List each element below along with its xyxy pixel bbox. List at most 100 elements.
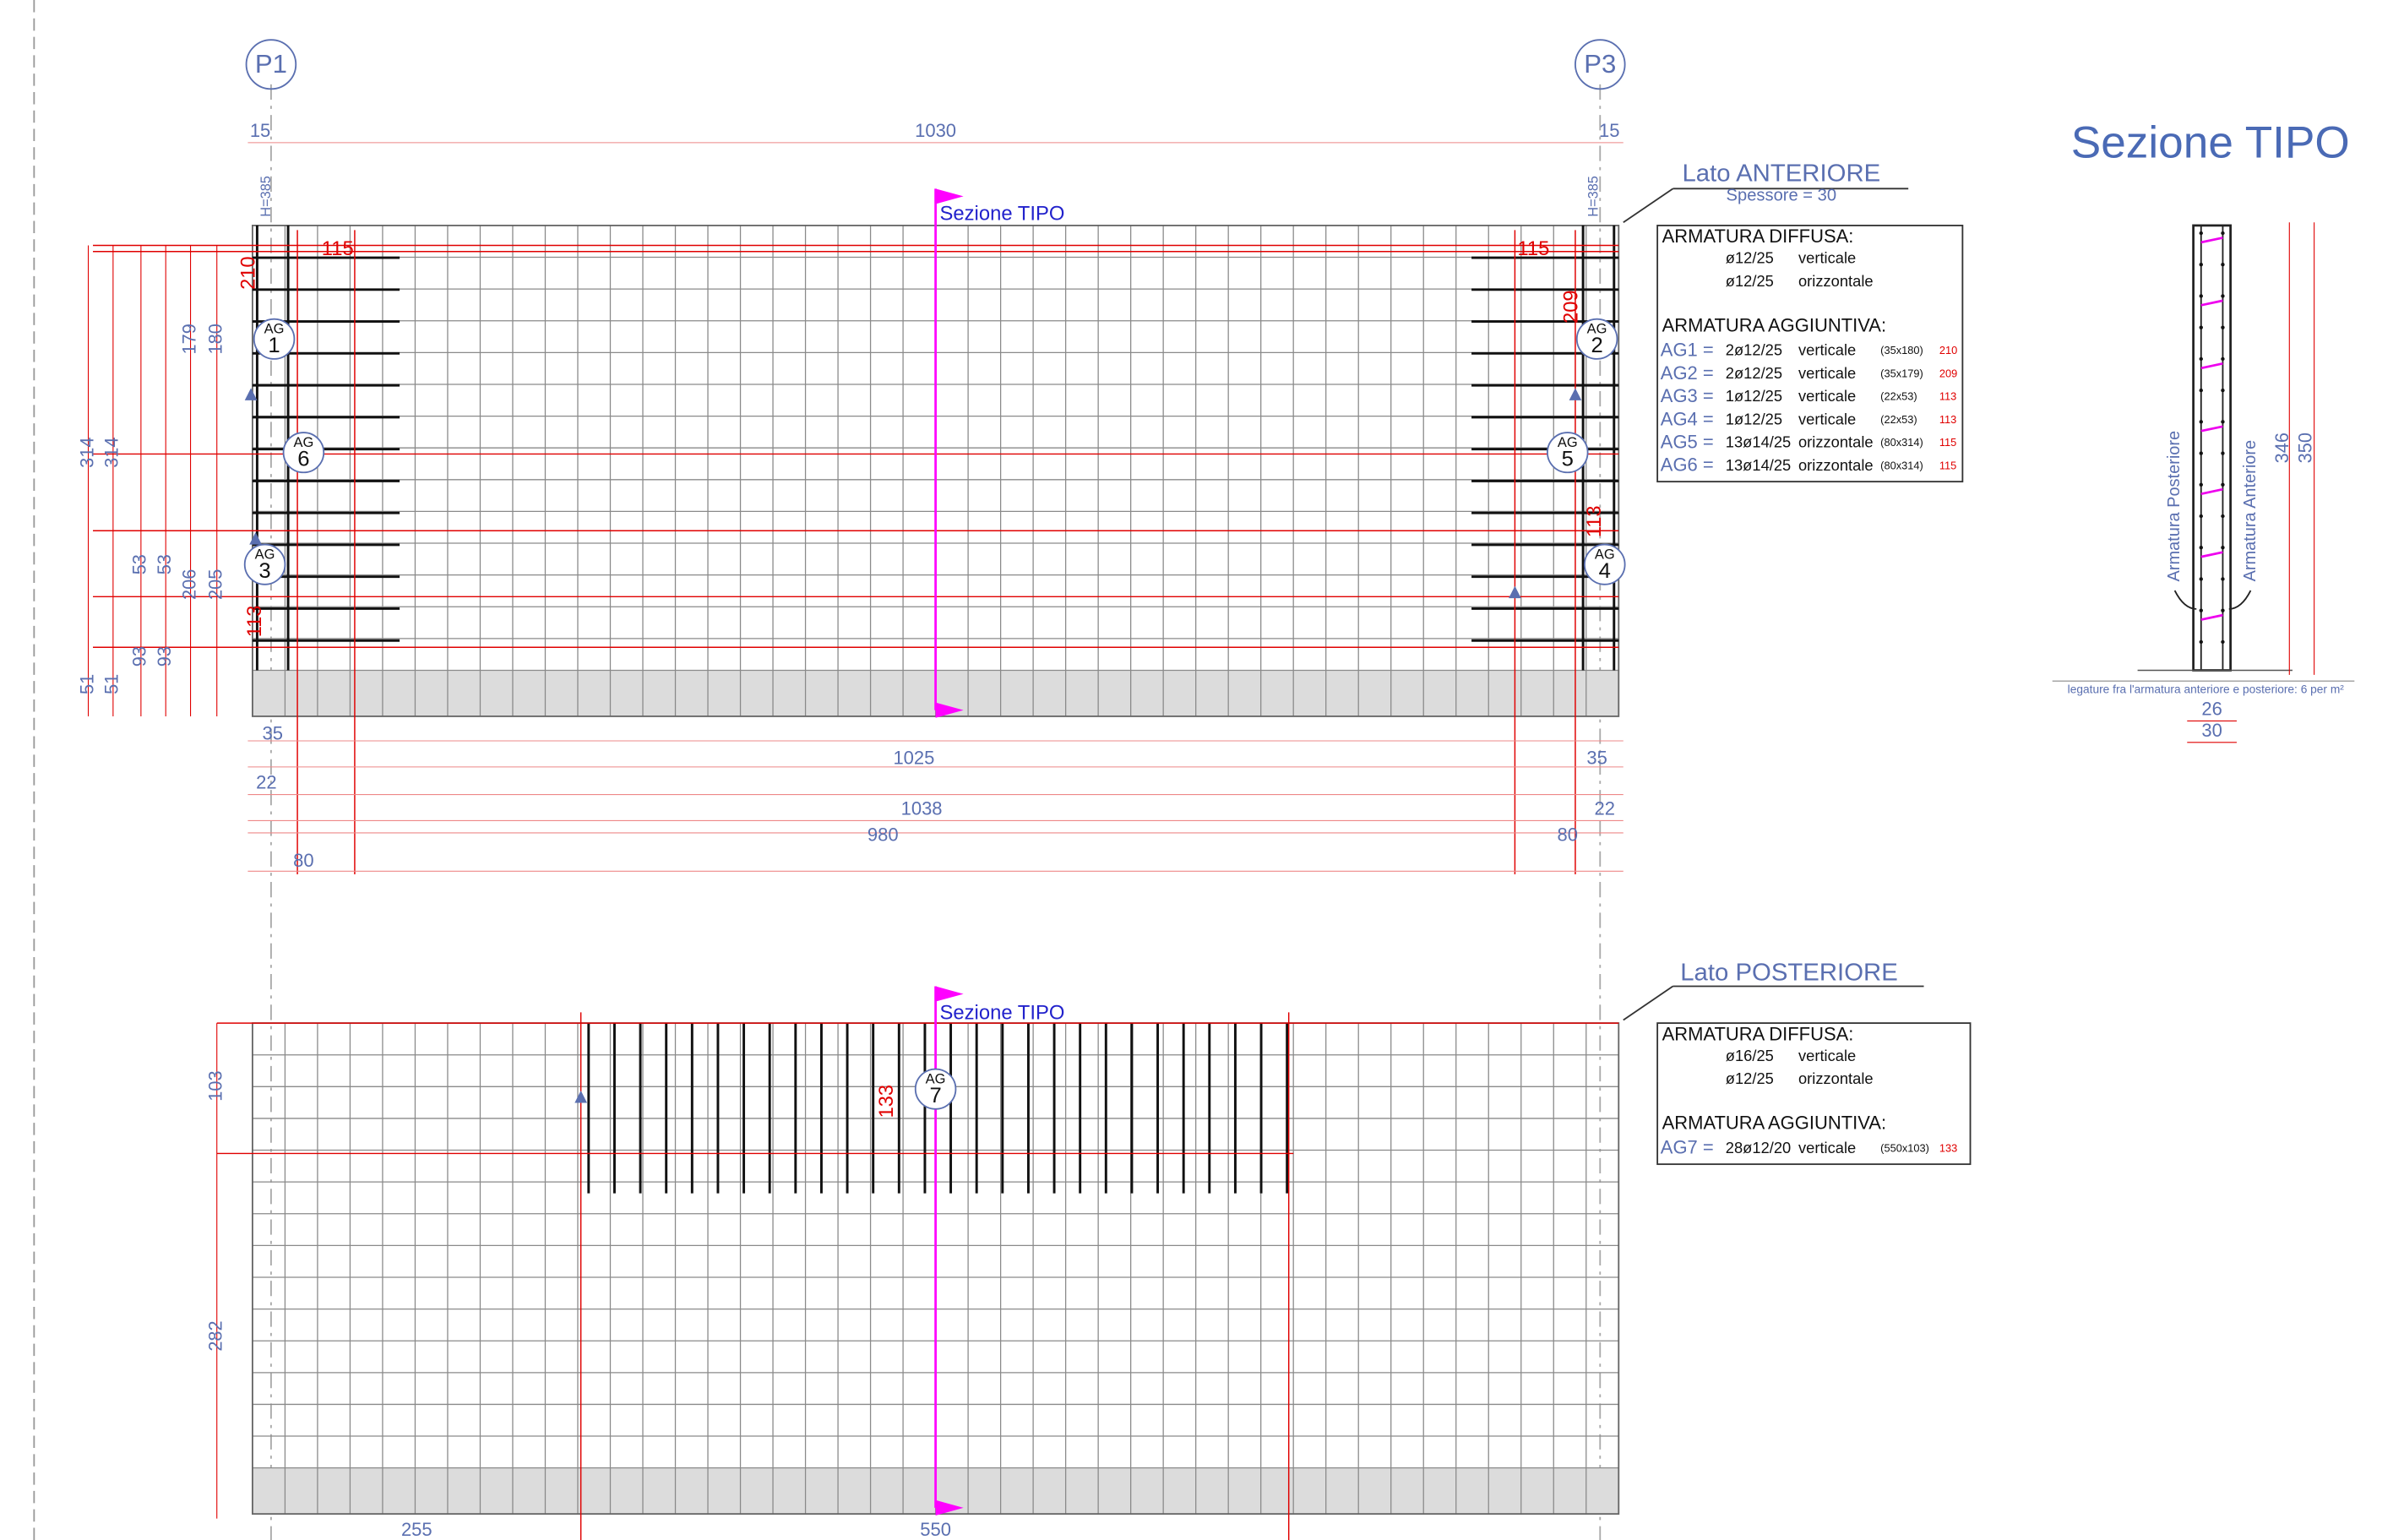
rebar-dot — [2199, 420, 2203, 424]
legend-cell: 13ø14/25 — [1726, 456, 1791, 474]
dimension: 51 — [76, 674, 97, 694]
legend-cell: verticale — [1798, 1047, 1856, 1064]
dimension: 1025 — [893, 748, 934, 769]
marker-triangle — [1509, 585, 1521, 599]
legend-cell: AG6 = — [1661, 454, 1714, 476]
legend-cell: 115 — [1939, 459, 1956, 471]
legend-cell: ø16/25 — [1726, 1047, 1774, 1064]
legend-cell: orizzontale — [1798, 433, 1874, 451]
rebar-dot — [2221, 388, 2225, 393]
tie — [2200, 362, 2223, 370]
section-note: legature fra l'armatura anteriore e post… — [2068, 683, 2345, 696]
dimension: H=385 — [1585, 176, 1601, 217]
legend-box — [1656, 1022, 1972, 1166]
side-title: Lato POSTERIORE — [1680, 960, 1898, 987]
marker-triangle — [1569, 388, 1582, 400]
rebar-dot — [2221, 451, 2225, 455]
rebar-dot — [2221, 356, 2225, 362]
legend-cell: 113 — [1939, 390, 1956, 403]
legend-cell: verticale — [1798, 410, 1856, 427]
legend-cell: (80x314) — [1880, 436, 1923, 449]
dimension: 314 — [76, 437, 97, 467]
legend-cell: 115 — [1939, 436, 1956, 449]
dimension: 93 — [154, 646, 175, 667]
dimension: 1030 — [915, 120, 956, 141]
legend-cell: verticale — [1798, 364, 1856, 382]
rebar-dot — [2199, 231, 2203, 236]
marker-tag: AG — [926, 1072, 946, 1087]
marker-tag: AG — [1558, 435, 1578, 450]
pillar-label: P3 — [1584, 49, 1616, 79]
rebar-dot — [2221, 577, 2225, 581]
legend-cell: (35x180) — [1880, 344, 1923, 356]
marker-tag: AG — [1595, 547, 1615, 563]
section-wall — [2192, 224, 2232, 672]
legend-cell: verticale — [1798, 249, 1856, 267]
marker-triangle — [249, 532, 262, 545]
legend-cell: AG5 = — [1661, 432, 1714, 453]
tie — [2200, 237, 2223, 244]
pillar-label: P1 — [255, 49, 287, 79]
side-subtitle: Spessore = 30 — [1727, 187, 1837, 205]
legend-cell: (550x103) — [1880, 1141, 1929, 1154]
rebar-dot — [2221, 263, 2225, 267]
dimension: 314 — [101, 437, 122, 467]
rebar-dot — [2221, 639, 2225, 645]
dimension: 30 — [2201, 720, 2222, 741]
rebar-dot — [2221, 608, 2225, 612]
dimension: 26 — [2201, 699, 2222, 720]
legend-cell: AG4 = — [1661, 408, 1714, 429]
dimension: 15 — [1599, 120, 1619, 141]
legend-cell: verticale — [1798, 387, 1856, 405]
dimension: 180 — [204, 324, 226, 354]
dimension: 22 — [256, 772, 276, 793]
legend-cell: 13ø14/25 — [1726, 433, 1791, 451]
marker-circle — [253, 318, 296, 360]
legend-cell: 210 — [1939, 344, 1957, 356]
legend-cell: (80x314) — [1880, 459, 1923, 471]
legend-title: ARMATURA AGGIUNTIVA: — [1662, 1113, 1886, 1134]
dimension: 53 — [154, 554, 175, 574]
marker-number: 5 — [1562, 448, 1574, 471]
tie — [2200, 425, 2223, 433]
pillar-circle — [1575, 39, 1626, 90]
legend-cell: AG3 = — [1661, 385, 1714, 406]
leader — [1623, 188, 1673, 224]
section-label: Sezione TIPO — [939, 1003, 1064, 1025]
marker-triangle — [574, 1090, 587, 1103]
legend-cell: ø12/25 — [1726, 249, 1774, 267]
dimension: 35 — [263, 723, 283, 744]
dimension: 1038 — [901, 798, 943, 819]
legend-cell: orizzontale — [1798, 1069, 1874, 1087]
legend-cell: 28ø12/20 — [1726, 1139, 1791, 1156]
legend-cell: orizzontale — [1798, 456, 1874, 474]
legend-cell: ø12/25 — [1726, 272, 1774, 290]
marker-circle — [1584, 543, 1626, 585]
legend-cell: ø12/25 — [1726, 1069, 1774, 1087]
dimension: 980 — [868, 824, 899, 845]
legend-cell: (22x53) — [1880, 390, 1917, 403]
dimension: 133 — [876, 1085, 898, 1118]
rebar-dot — [2221, 546, 2225, 550]
rebar-dot — [2199, 294, 2203, 298]
section-label: Armatura Posteriore — [2165, 431, 2184, 582]
leader — [1623, 985, 1673, 1021]
marker-number: 3 — [258, 559, 270, 583]
legend-cell: AG1 = — [1661, 340, 1714, 361]
dimension: 115 — [322, 238, 354, 260]
legend-box — [1656, 225, 1964, 483]
marker-tag: AG — [1587, 322, 1607, 337]
marker-circle — [1575, 318, 1618, 360]
rebar-dot — [2199, 482, 2203, 487]
tie — [2200, 487, 2223, 495]
rebar-dot — [2199, 263, 2203, 267]
legend-title: ARMATURA AGGIUNTIVA: — [1662, 315, 1886, 336]
side-title: Lato ANTERIORE — [1682, 161, 1880, 188]
legend-cell: verticale — [1798, 1139, 1856, 1156]
tie — [2200, 551, 2223, 558]
dimension: 210 — [237, 257, 259, 290]
rebar-dot — [2199, 608, 2203, 612]
dimension: 113 — [244, 606, 266, 638]
